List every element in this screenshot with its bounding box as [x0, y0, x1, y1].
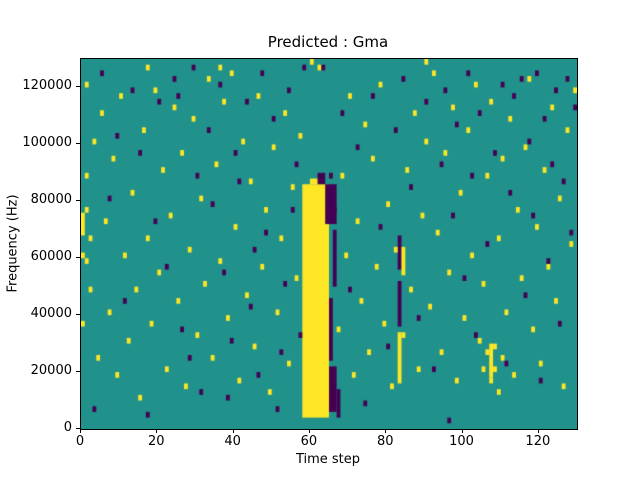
y-tick-label: 40000 [30, 306, 72, 322]
x-tick-label: 40 [224, 434, 241, 449]
y-tick-label: 60000 [30, 249, 72, 265]
x-tick-mark [80, 429, 81, 433]
y-tick-label: 20000 [30, 363, 72, 379]
x-tick-label: 100 [449, 434, 474, 449]
y-tick-mark [76, 143, 80, 145]
y-tick-label: 0 [63, 420, 72, 435]
x-tick-label: 80 [376, 434, 394, 449]
plot-area [80, 58, 578, 430]
y-tick-mark [76, 428, 80, 429]
y-tick-mark [76, 314, 80, 316]
x-tick-mark [461, 429, 463, 433]
y-axis-label: Frequency (Hz) [5, 193, 21, 293]
x-axis-label: Time step [295, 452, 361, 467]
x-tick-label: 0 [75, 434, 85, 449]
x-tick-mark [232, 429, 234, 433]
x-tick-label: 60 [300, 434, 318, 449]
y-tick-mark [76, 200, 80, 202]
x-tick-mark [385, 429, 387, 433]
x-tick-mark [308, 429, 310, 433]
y-tick-label: 120000 [22, 78, 72, 94]
y-tick-mark [76, 86, 80, 88]
y-tick-label: 80000 [30, 192, 72, 208]
y-tick-label: 100000 [22, 135, 72, 151]
x-tick-mark [537, 429, 539, 433]
chart-title: Predicted : Gma [267, 33, 389, 51]
x-tick-label: 120 [525, 434, 551, 449]
y-tick-mark [76, 371, 80, 373]
x-tick-mark [156, 429, 158, 433]
y-tick-mark [76, 257, 80, 259]
x-tick-label: 20 [148, 434, 165, 449]
heatmap-canvas [81, 59, 577, 429]
